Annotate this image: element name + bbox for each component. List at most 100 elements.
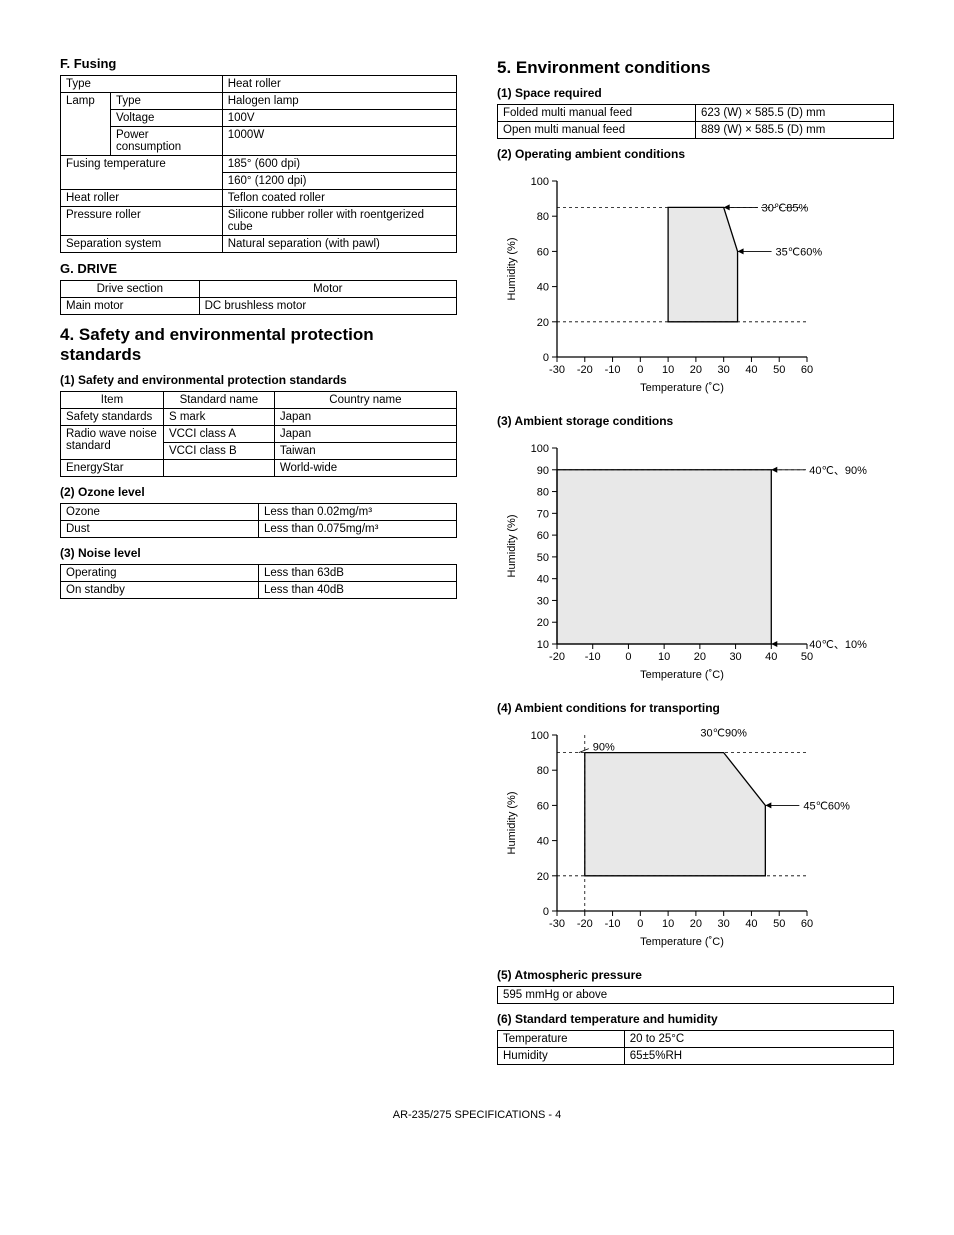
- svg-text:20: 20: [690, 364, 702, 376]
- transport-chart: -30-20-100102030405060020406080100Temper…: [497, 721, 894, 954]
- svg-text:70: 70: [537, 508, 549, 520]
- svg-text:0: 0: [637, 918, 643, 930]
- cell: Less than 63dB: [259, 565, 457, 582]
- svg-text:20: 20: [694, 651, 706, 663]
- cell: Dust: [61, 521, 259, 538]
- cell: Radio wave noise standard: [61, 426, 164, 460]
- cell: Humidity: [498, 1048, 625, 1065]
- svg-text:30: 30: [718, 364, 730, 376]
- svg-text:90%: 90%: [593, 742, 615, 754]
- svg-text:20: 20: [537, 871, 549, 883]
- cell: DC brushless motor: [199, 298, 456, 315]
- svg-text:-20: -20: [577, 918, 593, 930]
- svg-text:60: 60: [537, 246, 549, 258]
- svg-text:50: 50: [773, 918, 785, 930]
- cell: On standby: [61, 582, 259, 599]
- cell: Heat roller: [61, 190, 223, 207]
- cell: Japan: [274, 426, 456, 443]
- cell: Item: [61, 392, 164, 409]
- cell: Folded multi manual feed: [498, 105, 696, 122]
- cell: EnergyStar: [61, 460, 164, 477]
- svg-text:40: 40: [745, 918, 757, 930]
- svg-text:Temperature (˚C): Temperature (˚C): [640, 382, 724, 394]
- cell: 1000W: [222, 127, 456, 156]
- cell: Motor: [199, 281, 456, 298]
- cell: Safety standards: [61, 409, 164, 426]
- svg-text:40: 40: [745, 364, 757, 376]
- svg-text:10: 10: [662, 364, 674, 376]
- ozone-title: (2) Ozone level: [60, 485, 457, 499]
- cell: VCCI class B: [163, 443, 274, 460]
- svg-text:60: 60: [537, 800, 549, 812]
- svg-text:90: 90: [537, 465, 549, 477]
- svg-text:0: 0: [637, 364, 643, 376]
- svg-text:100: 100: [531, 176, 549, 188]
- fusing-title: F. Fusing: [60, 56, 457, 71]
- operating-chart: -30-20-100102030405060020406080100Temper…: [497, 167, 894, 400]
- svg-text:60: 60: [801, 918, 813, 930]
- cell: Heat roller: [222, 76, 456, 93]
- cell: Type: [111, 93, 223, 110]
- svg-text:-10: -10: [585, 651, 601, 663]
- svg-text:40: 40: [537, 574, 549, 586]
- cell: Temperature: [498, 1031, 625, 1048]
- svg-text:30: 30: [729, 651, 741, 663]
- cell: Japan: [274, 409, 456, 426]
- svg-text:35℃60%: 35℃60%: [776, 246, 823, 258]
- cell: Separation system: [61, 236, 223, 253]
- cell: Less than 40dB: [259, 582, 457, 599]
- svg-text:10: 10: [662, 918, 674, 930]
- cell: Lamp: [61, 93, 111, 156]
- safety-title: 4. Safety and environmental protection s…: [60, 325, 457, 365]
- svg-text:10: 10: [658, 651, 670, 663]
- atm-title: (5) Atmospheric pressure: [497, 968, 894, 982]
- svg-text:Humidity (%): Humidity (%): [506, 792, 518, 855]
- svg-text:80: 80: [537, 487, 549, 499]
- cell: Main motor: [61, 298, 200, 315]
- cell: Taiwan: [274, 443, 456, 460]
- svg-text:0: 0: [543, 352, 549, 364]
- cell: Teflon coated roller: [222, 190, 456, 207]
- atm-table: 595 mmHg or above: [497, 986, 894, 1004]
- cell: Natural separation (with pawl): [222, 236, 456, 253]
- cell: 65±5%RH: [624, 1048, 893, 1065]
- storage-chart: -20-1001020304050102030405060708090100Te…: [497, 434, 894, 687]
- svg-text:20: 20: [537, 317, 549, 329]
- svg-text:Temperature (˚C): Temperature (˚C): [640, 936, 724, 948]
- cell: 20 to 25°C: [624, 1031, 893, 1048]
- cell: Fusing temperature: [61, 156, 223, 190]
- cell: Operating: [61, 565, 259, 582]
- svg-text:Humidity (%): Humidity (%): [506, 515, 518, 578]
- svg-text:20: 20: [537, 617, 549, 629]
- cell: World-wide: [274, 460, 456, 477]
- cell: VCCI class A: [163, 426, 274, 443]
- noise-title: (3) Noise level: [60, 546, 457, 560]
- cell: Silicone rubber roller with roentgerized…: [222, 207, 456, 236]
- svg-text:50: 50: [801, 651, 813, 663]
- svg-text:100: 100: [531, 730, 549, 742]
- svg-text:40: 40: [537, 836, 549, 848]
- svg-text:60: 60: [801, 364, 813, 376]
- cell: Country name: [274, 392, 456, 409]
- svg-text:45℃60%: 45℃60%: [803, 800, 850, 812]
- cell: Less than 0.075mg/m³: [259, 521, 457, 538]
- cell: 185° (600 dpi): [222, 156, 456, 173]
- cell: 889 (W) × 585.5 (D) mm: [696, 122, 894, 139]
- cell: 160° (1200 dpi): [222, 173, 456, 190]
- svg-text:30℃85%: 30℃85%: [762, 202, 809, 214]
- cell: 100V: [222, 110, 456, 127]
- cell: Type: [61, 76, 223, 93]
- cell: 595 mmHg or above: [498, 987, 894, 1004]
- cell: Voltage: [111, 110, 223, 127]
- stdth-title: (6) Standard temperature and humidity: [497, 1012, 894, 1026]
- svg-text:-30: -30: [549, 364, 565, 376]
- svg-text:Temperature (˚C): Temperature (˚C): [640, 669, 724, 681]
- cell: Power consumption: [111, 127, 223, 156]
- space-table: Folded multi manual feed623 (W) × 585.5 …: [497, 104, 894, 139]
- cell: Standard name: [163, 392, 274, 409]
- safety-sub1: (1) Safety and environmental protection …: [60, 373, 457, 387]
- cell: S mark: [163, 409, 274, 426]
- svg-text:0: 0: [543, 906, 549, 918]
- svg-text:-10: -10: [605, 918, 621, 930]
- svg-text:-20: -20: [549, 651, 565, 663]
